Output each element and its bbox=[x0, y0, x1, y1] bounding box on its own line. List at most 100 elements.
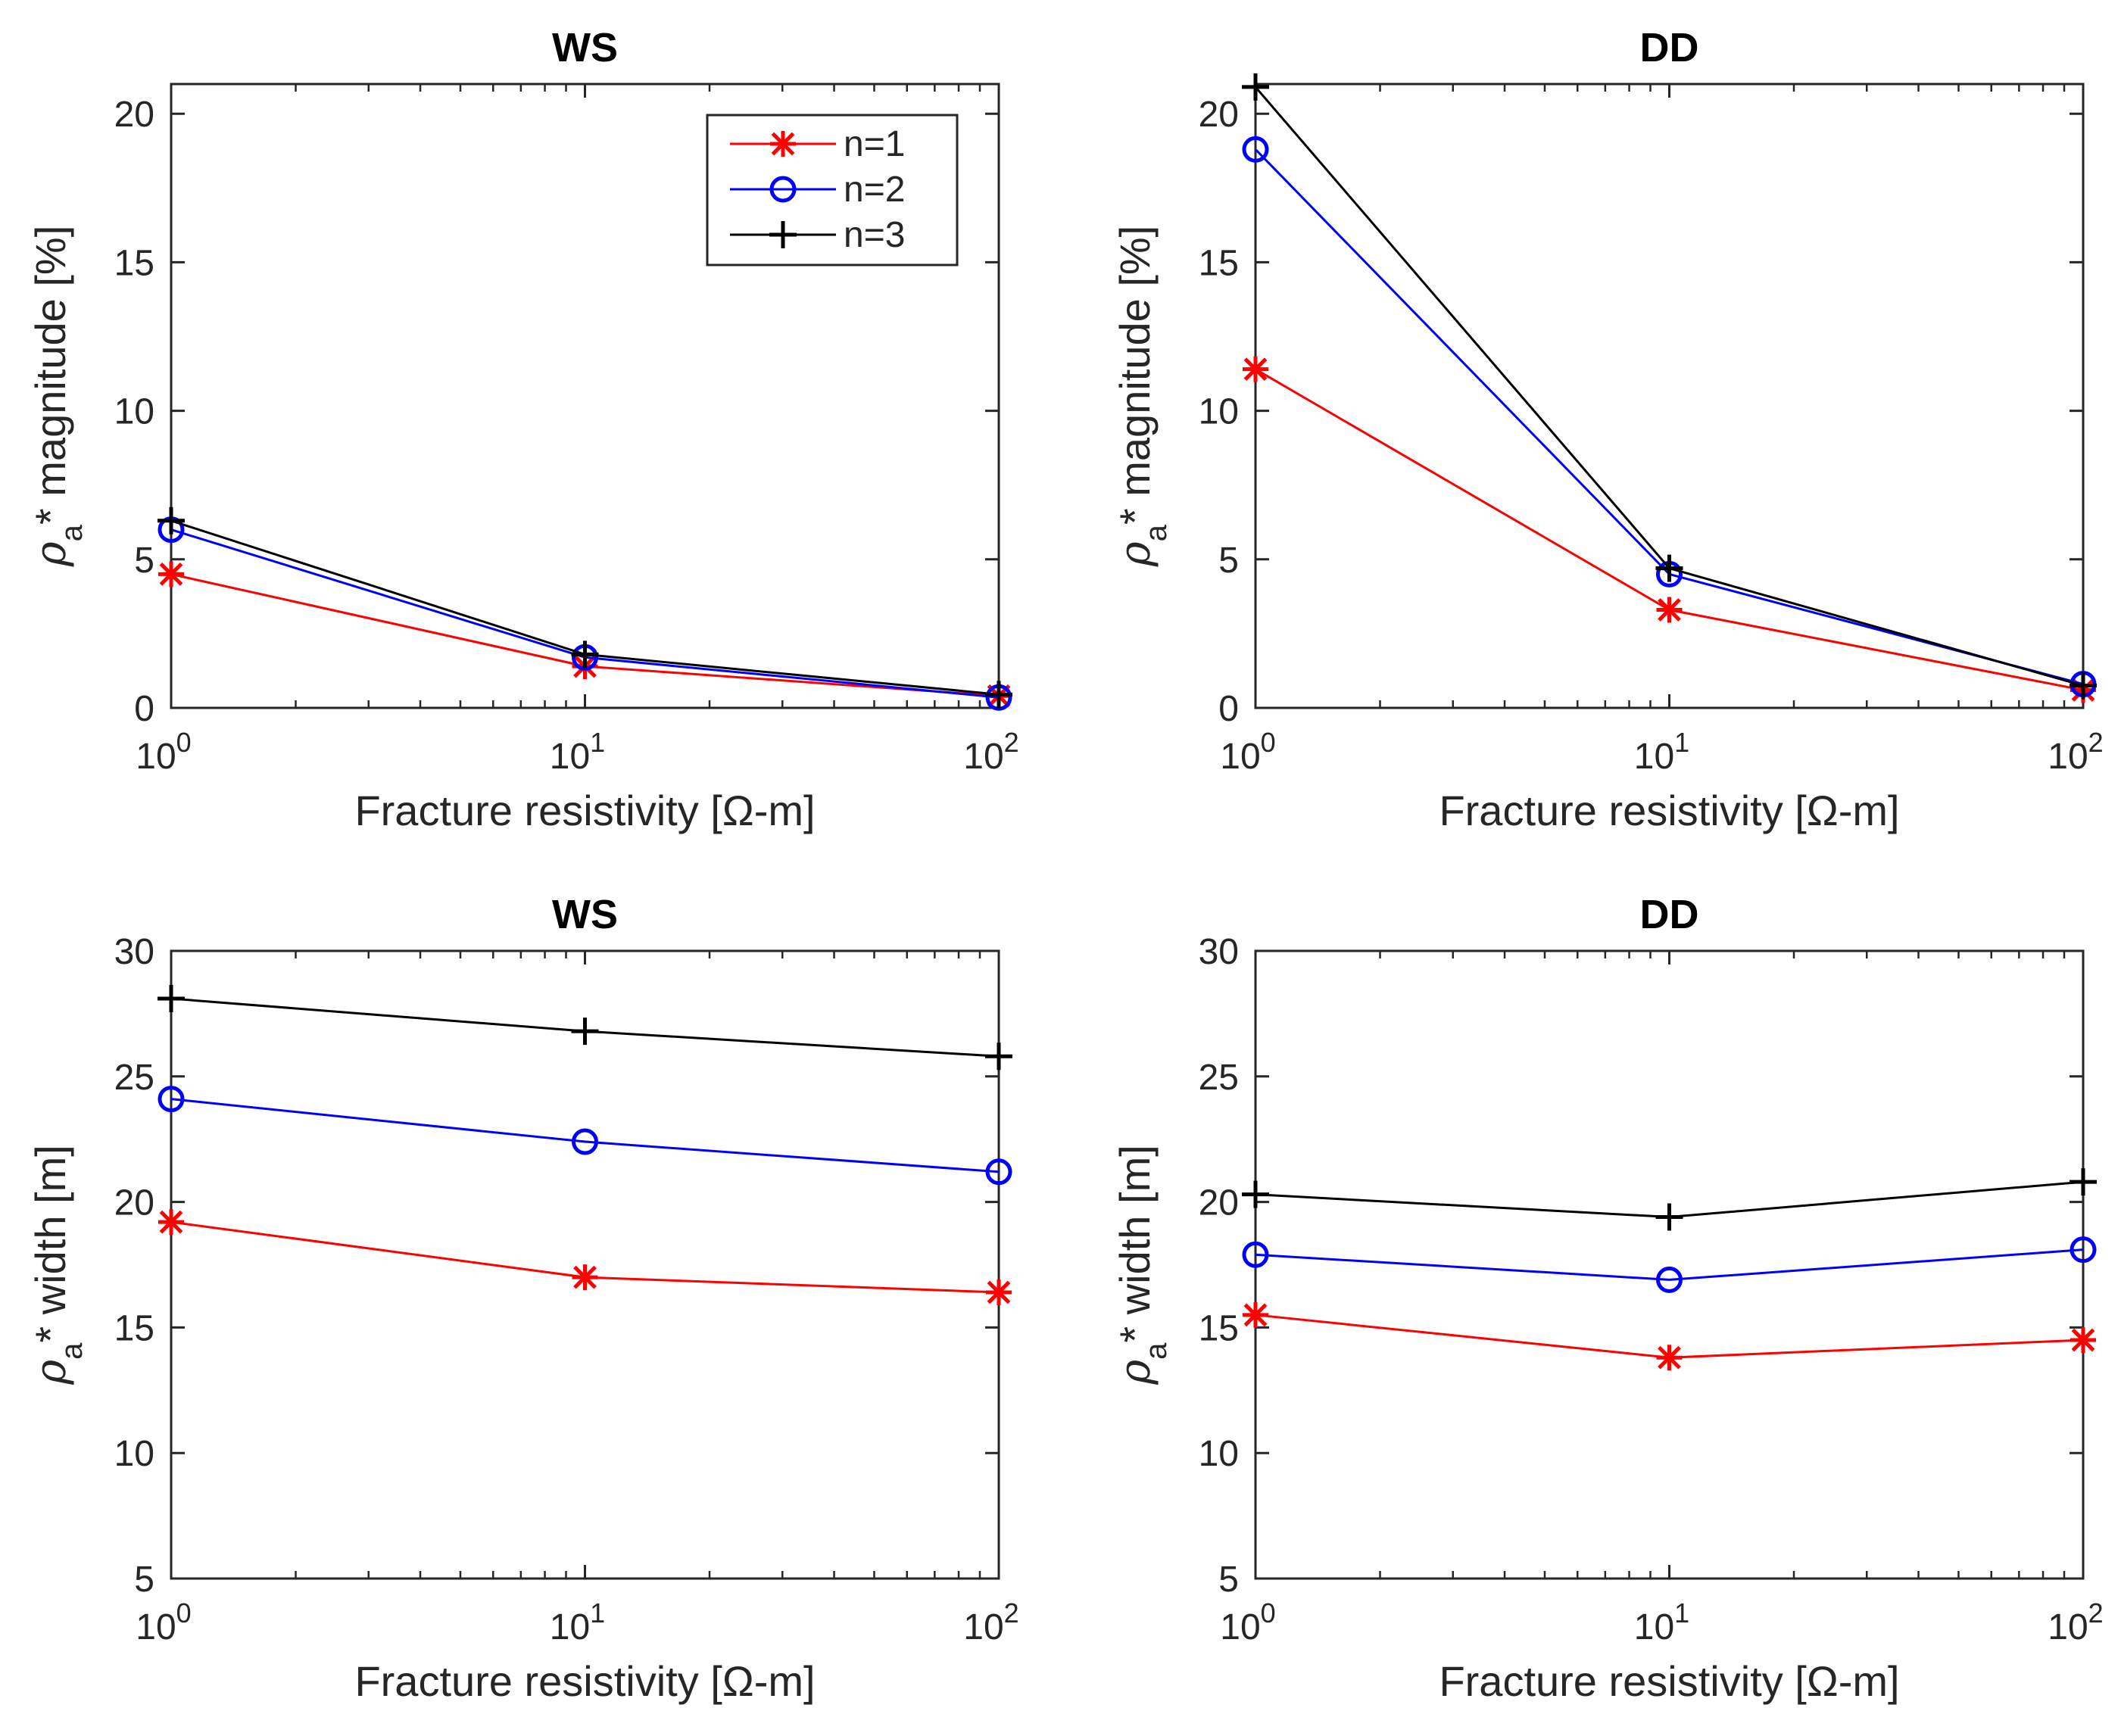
legend: n=1 n=2 n=3 bbox=[706, 114, 959, 266]
chart-title: DD bbox=[1640, 892, 1699, 937]
series-line bbox=[170, 1098, 1000, 1173]
x-tick-base: 10 bbox=[1634, 737, 1674, 777]
series-n=2 bbox=[158, 516, 1012, 711]
y-tick-label: 15 bbox=[114, 1308, 154, 1348]
y-tick-label: 5 bbox=[134, 541, 154, 581]
data-point bbox=[986, 1279, 1012, 1305]
y-label-subscript: a bbox=[55, 1342, 89, 1360]
data-point bbox=[1242, 1180, 1269, 1208]
y-tick-label: 30 bbox=[114, 932, 154, 972]
y-label-subscript: a bbox=[55, 524, 89, 541]
data-point bbox=[572, 1128, 598, 1155]
data-point bbox=[1243, 356, 1268, 382]
y-tick-label: 30 bbox=[1199, 932, 1239, 972]
x-axis-label: Fracture resistivity [Ω-m] bbox=[354, 1657, 815, 1705]
data-point bbox=[1655, 554, 1683, 582]
data-point bbox=[985, 1043, 1012, 1071]
data-point bbox=[985, 681, 1012, 709]
y-label-rho: ρ bbox=[1111, 541, 1160, 567]
x-axis-label: Fracture resistivity [Ω-m] bbox=[354, 787, 815, 834]
y-tick-label: 20 bbox=[114, 1183, 154, 1223]
data-point bbox=[571, 640, 599, 669]
data-point bbox=[1656, 597, 1683, 623]
series-n=2 bbox=[158, 1086, 1012, 1186]
data-point bbox=[158, 985, 185, 1012]
x-tick-label: 100 bbox=[136, 1597, 191, 1647]
y-tick-label: 10 bbox=[1199, 1434, 1239, 1474]
y-label-text: * magnitude [%] bbox=[1111, 226, 1159, 525]
y-tick-label: 20 bbox=[1199, 1183, 1239, 1223]
y-tick-label: 10 bbox=[114, 1434, 154, 1474]
legend-marker bbox=[769, 221, 797, 248]
data-point bbox=[2070, 1168, 2097, 1196]
x-tick-label: 100 bbox=[1220, 1597, 1275, 1647]
x-tick-base: 10 bbox=[1220, 737, 1260, 777]
x-tick-label: 102 bbox=[2048, 1597, 2103, 1647]
y-axis-label: ρa* magnitude [%] bbox=[27, 226, 89, 568]
x-tick-base: 10 bbox=[550, 737, 590, 777]
data-point bbox=[1656, 1345, 1683, 1371]
y-tick-label: 15 bbox=[114, 243, 154, 283]
x-tick-label: 102 bbox=[963, 727, 1018, 777]
y-tick-label: 0 bbox=[134, 689, 154, 729]
y-label-subscript: a bbox=[1140, 1342, 1173, 1360]
x-tick-label: 101 bbox=[550, 727, 605, 777]
y-tick-label: 5 bbox=[1218, 541, 1239, 581]
x-tick-label: 102 bbox=[2048, 727, 2103, 777]
x-tick-label: 100 bbox=[136, 727, 191, 777]
y-tick-label: 10 bbox=[1199, 392, 1239, 432]
data-point bbox=[1243, 1301, 1268, 1328]
x-tick-base: 10 bbox=[136, 1607, 176, 1647]
x-tick-exponent: 2 bbox=[1004, 1597, 1019, 1628]
y-tick-label: 15 bbox=[1199, 243, 1239, 283]
x-tick-label: 101 bbox=[550, 1597, 605, 1647]
x-tick-base: 10 bbox=[963, 1607, 1003, 1647]
chart-title: DD bbox=[1640, 25, 1699, 70]
x-tick-exponent: 2 bbox=[2088, 1597, 2104, 1628]
legend-item: n=3 bbox=[730, 215, 905, 255]
y-label-rho: ρ bbox=[27, 541, 76, 567]
data-point bbox=[2070, 1236, 2097, 1264]
y-tick-label: 10 bbox=[114, 392, 154, 432]
x-tick-base: 10 bbox=[2048, 1607, 2088, 1647]
x-tick-base: 10 bbox=[2048, 737, 2088, 777]
y-label-text: * width [m] bbox=[27, 1145, 74, 1342]
y-axis-label: ρa* magnitude [%] bbox=[1111, 226, 1173, 568]
x-tick-label: 101 bbox=[1634, 1597, 1689, 1647]
x-tick-exponent: 2 bbox=[2088, 727, 2104, 758]
x-tick-base: 10 bbox=[963, 737, 1003, 777]
data-point bbox=[2070, 1326, 2096, 1353]
x-tick-exponent: 1 bbox=[590, 1597, 605, 1628]
series-n=1 bbox=[1243, 1301, 2096, 1371]
x-tick-base: 10 bbox=[1220, 1607, 1260, 1647]
data-point bbox=[1242, 73, 1269, 101]
y-tick-label: 15 bbox=[1199, 1308, 1239, 1348]
y-tick-label: 20 bbox=[1199, 95, 1239, 135]
y-tick-label: 25 bbox=[1199, 1058, 1239, 1098]
series-n=1 bbox=[158, 1209, 1012, 1305]
data-point bbox=[158, 1209, 184, 1236]
x-tick-exponent: 1 bbox=[1674, 1597, 1689, 1628]
chart-title: WS bbox=[552, 892, 618, 937]
legend-label: n=3 bbox=[844, 215, 905, 255]
data-point bbox=[985, 1158, 1012, 1186]
x-tick-exponent: 0 bbox=[176, 727, 192, 758]
series-n=1 bbox=[1243, 356, 2096, 703]
data-point bbox=[158, 506, 185, 535]
x-axis-label: Fracture resistivity [Ω-m] bbox=[1439, 787, 1899, 834]
x-tick-label: 100 bbox=[1220, 727, 1275, 777]
chart-title: WS bbox=[552, 25, 618, 70]
legend-item: n=2 bbox=[730, 170, 905, 210]
y-label-subscript: a bbox=[1140, 524, 1173, 541]
series-n=3 bbox=[1242, 1168, 2097, 1231]
y-tick-label: 0 bbox=[1218, 689, 1239, 729]
x-tick-exponent: 1 bbox=[1674, 727, 1689, 758]
axes-box bbox=[1254, 949, 2085, 1580]
legend-label: n=2 bbox=[844, 170, 905, 210]
